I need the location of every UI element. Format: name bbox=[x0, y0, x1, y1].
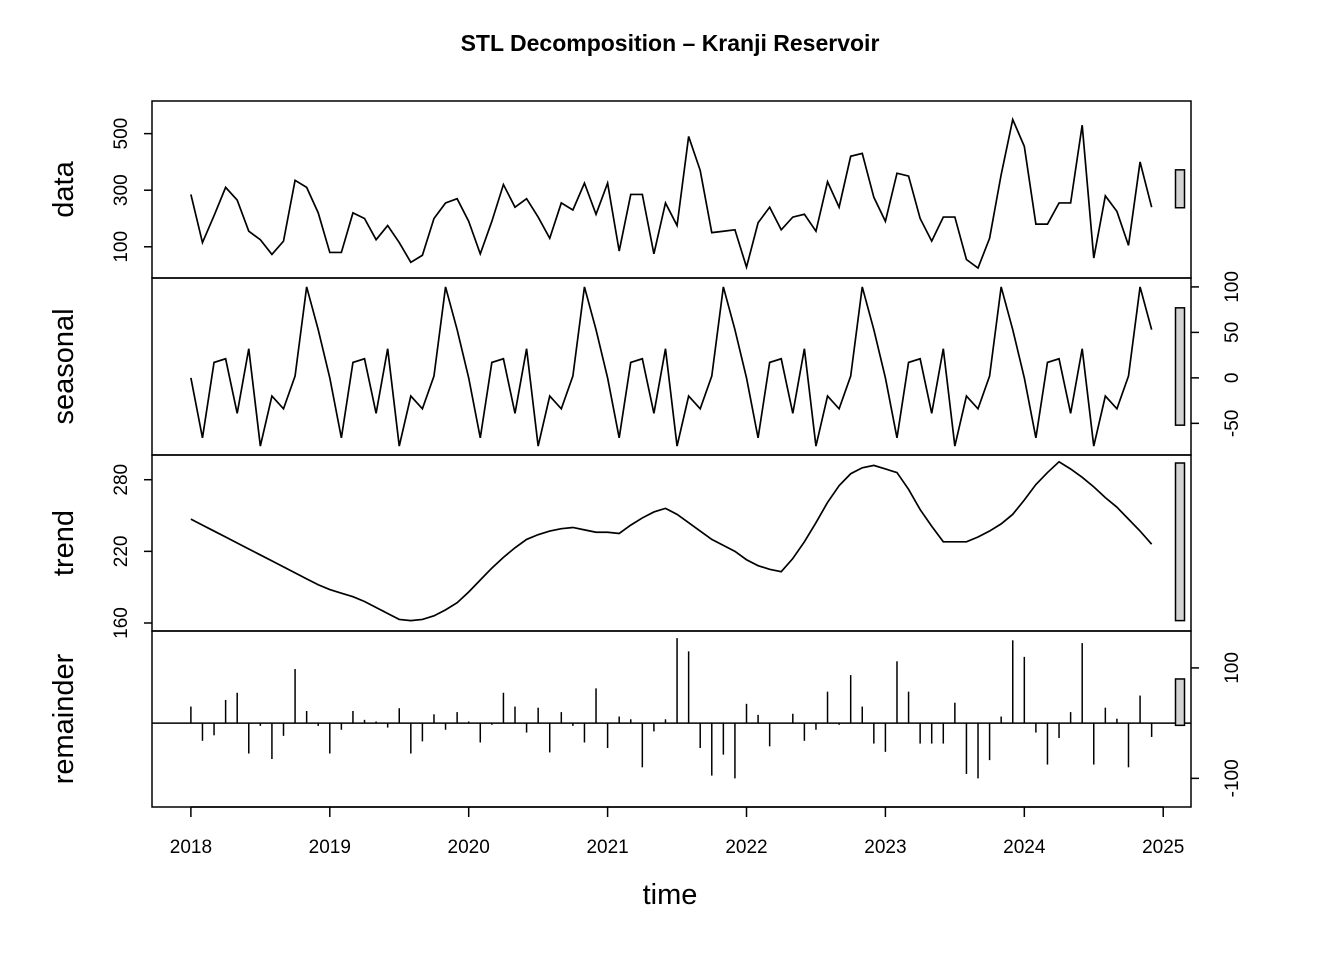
seasonal-y-tick-label: 0 bbox=[1222, 373, 1243, 384]
trend-y-tick-label: 280 bbox=[111, 464, 132, 496]
data-panel-label: data bbox=[48, 160, 80, 217]
trend-panel-label: trend bbox=[48, 510, 80, 576]
remainder-range-bar bbox=[1174, 678, 1186, 727]
data-y-tick-label: 500 bbox=[111, 118, 132, 150]
x-tick-label: 2018 bbox=[170, 837, 212, 858]
trend-y-tick-label: 220 bbox=[111, 536, 132, 568]
x-tick-label: 2024 bbox=[1003, 837, 1046, 858]
chart-title: STL Decomposition – Kranji Reservoir bbox=[461, 30, 880, 56]
x-axis-label: time bbox=[643, 879, 698, 911]
remainder-y-tick-label: -100 bbox=[1222, 759, 1243, 797]
x-tick-label: 2021 bbox=[586, 837, 628, 858]
remainder-y-tick-label: 100 bbox=[1222, 652, 1243, 684]
x-tick-label: 2025 bbox=[1142, 837, 1184, 858]
seasonal-y-tick-label: 50 bbox=[1222, 322, 1243, 343]
data-range-bar bbox=[1174, 169, 1186, 209]
panels: 100 300 500 data -50 0 50 100 seasonal 160 220 280 t… bbox=[48, 100, 1243, 808]
x-axis: 2018 2019 2020 2021 2022 2023 2024 2025 bbox=[170, 806, 1184, 858]
seasonal-range-bar bbox=[1174, 307, 1186, 426]
x-tick-label: 2023 bbox=[864, 837, 906, 858]
trend-y-tick-label: 160 bbox=[111, 607, 132, 639]
panel-frame bbox=[151, 277, 1192, 456]
seasonal-y-tick-label: -50 bbox=[1222, 410, 1243, 437]
trend-range-bar bbox=[1174, 462, 1186, 622]
panel-data: 100 300 500 data bbox=[48, 100, 1192, 279]
panel-seasonal: -50 0 50 100 seasonal bbox=[48, 271, 1243, 456]
panel-frame bbox=[151, 454, 1192, 632]
seasonal-panel-label: seasonal bbox=[48, 308, 80, 424]
trend-series-line bbox=[190, 460, 1153, 622]
data-y-tick-label: 300 bbox=[111, 174, 132, 206]
seasonal-series-line bbox=[190, 286, 1153, 447]
panel-remainder: -100 100 remainder bbox=[48, 630, 1243, 808]
x-tick-label: 2020 bbox=[448, 837, 490, 858]
x-tick-label: 2022 bbox=[725, 837, 767, 858]
remainder-panel-label: remainder bbox=[48, 653, 80, 784]
x-tick-label: 2019 bbox=[309, 837, 351, 858]
panel-frame bbox=[151, 630, 1192, 808]
data-series-line bbox=[190, 116, 1153, 271]
data-y-tick-label: 100 bbox=[111, 231, 132, 263]
seasonal-y-tick-label: 100 bbox=[1222, 271, 1243, 303]
panel-trend: 160 220 280 trend bbox=[48, 454, 1192, 639]
